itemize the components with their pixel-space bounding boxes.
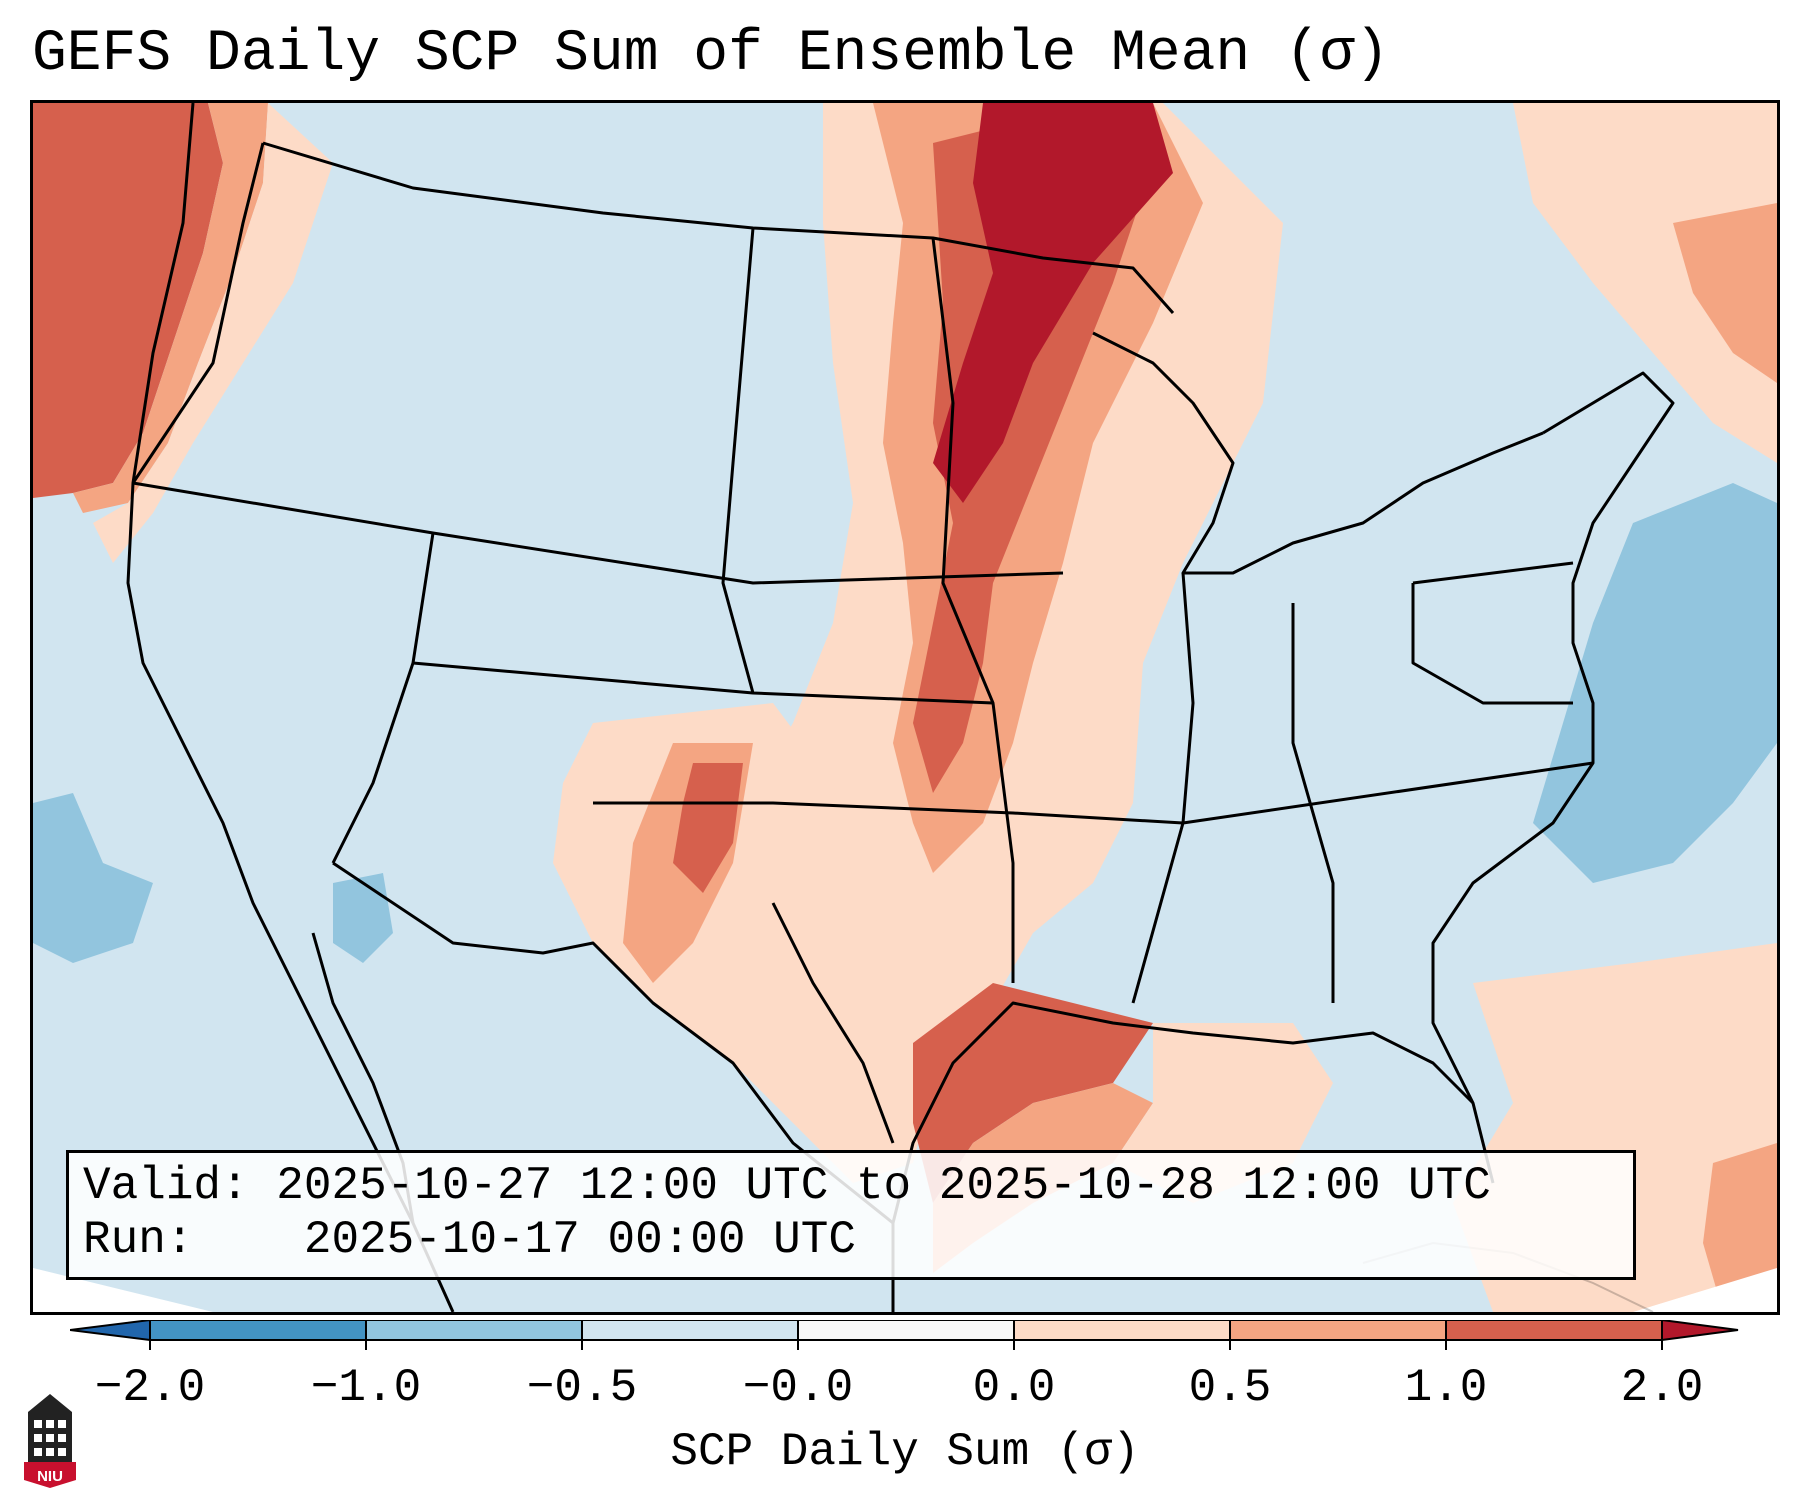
state-line-9: [1291, 603, 1335, 1003]
anomaly-region-maritimes-mid: [1673, 203, 1777, 383]
colorbar-tick-label: −2.0: [94, 1362, 206, 1414]
valid-value: 2025-10-27 12:00 UTC to 2025-10-28 12:00…: [276, 1160, 1491, 1212]
valid-label: Valid:: [83, 1160, 249, 1212]
texas-border: [771, 902, 895, 1144]
anomaly-region-pacific-nw-light: [73, 103, 268, 513]
logo-shield: [24, 1462, 76, 1488]
colorbar-segment-4: [798, 1320, 1014, 1340]
anomaly-region-pacific-negative: [33, 793, 153, 963]
great-lakes-outline: [1092, 331, 1544, 575]
boundary-lines: [126, 103, 1675, 1312]
validity-info-box: Valid: 2025-10-27 12:00 UTC to 2025-10-2…: [66, 1150, 1636, 1280]
colorbar-tick-label: −1.0: [310, 1362, 422, 1414]
anomaly-region-plains-max: [933, 103, 1173, 503]
state-line-5: [721, 227, 755, 694]
west-coastline: [126, 103, 455, 1312]
state-line-10: [1412, 561, 1574, 585]
colorbar-tick-label: 1.0: [1404, 1362, 1488, 1414]
colorbar-tick-label: 0.5: [1188, 1362, 1272, 1414]
anomaly-region-plains-strong: [913, 103, 1153, 793]
colorbar-tick-label: −0.0: [742, 1362, 854, 1414]
colorbar-label: SCP Daily Sum (σ): [670, 1426, 1140, 1478]
map-panel: [30, 100, 1780, 1315]
colorbar-segment-6: [1230, 1320, 1446, 1340]
colorbar-segment-3: [582, 1320, 798, 1340]
run-value: 2025-10-17 00:00 UTC: [303, 1214, 856, 1266]
mexico-border: [332, 861, 894, 1225]
map-title: GEFS Daily SCP Sum of Ensemble Mean (σ): [32, 22, 1390, 87]
logo-tower-windows: [34, 1420, 66, 1456]
state-line-6: [931, 237, 1015, 983]
anomaly-region-pacific-nw: [33, 103, 223, 498]
colorbar-segment-5: [1014, 1320, 1230, 1340]
state-line-8: [1131, 572, 1195, 1004]
anomaly-region-maritimes: [1513, 103, 1777, 463]
anomaly-region-new-mexico-strong: [673, 763, 743, 893]
northeast-coastline: [1431, 371, 1675, 1184]
anomaly-region-caribbean-mid: [1703, 1143, 1777, 1312]
colorbar-ticks: [149, 1320, 1663, 1350]
state-line-2: [131, 142, 265, 484]
anomaly-region-oregon-light: [93, 103, 333, 563]
colorbar-segment-1: [150, 1320, 366, 1340]
us-canada-border: [262, 141, 1175, 314]
colorbar-segment-2: [366, 1320, 582, 1340]
niu-logo: NIU: [24, 1394, 76, 1488]
colorbar-extend-high: [1661, 1320, 1739, 1342]
colorbar-tick-label: 2.0: [1620, 1362, 1704, 1414]
colorbar-tick-label: −0.5: [526, 1362, 638, 1414]
state-line-11: [1411, 583, 1573, 705]
anomaly-region-texas-coast: [913, 983, 1153, 1203]
anomaly-region-atlantic-negative: [1533, 483, 1777, 883]
colorbar: [70, 1320, 1739, 1350]
colorbar-extend-low: [70, 1320, 151, 1342]
logo-text: NIU: [37, 1468, 63, 1485]
projection-edge-right: [1633, 1268, 1777, 1312]
anomaly-region-baja-negative: [333, 873, 393, 963]
run-label: Run:: [83, 1214, 194, 1266]
colorbar-segment-7: [1446, 1320, 1662, 1340]
colorbar-tick-label: 0.0: [972, 1362, 1056, 1414]
state-line-3: [331, 532, 435, 864]
state-line-7: [593, 761, 1594, 825]
state-line-1: [132, 481, 1064, 585]
logo-tower-roof: [28, 1394, 72, 1412]
